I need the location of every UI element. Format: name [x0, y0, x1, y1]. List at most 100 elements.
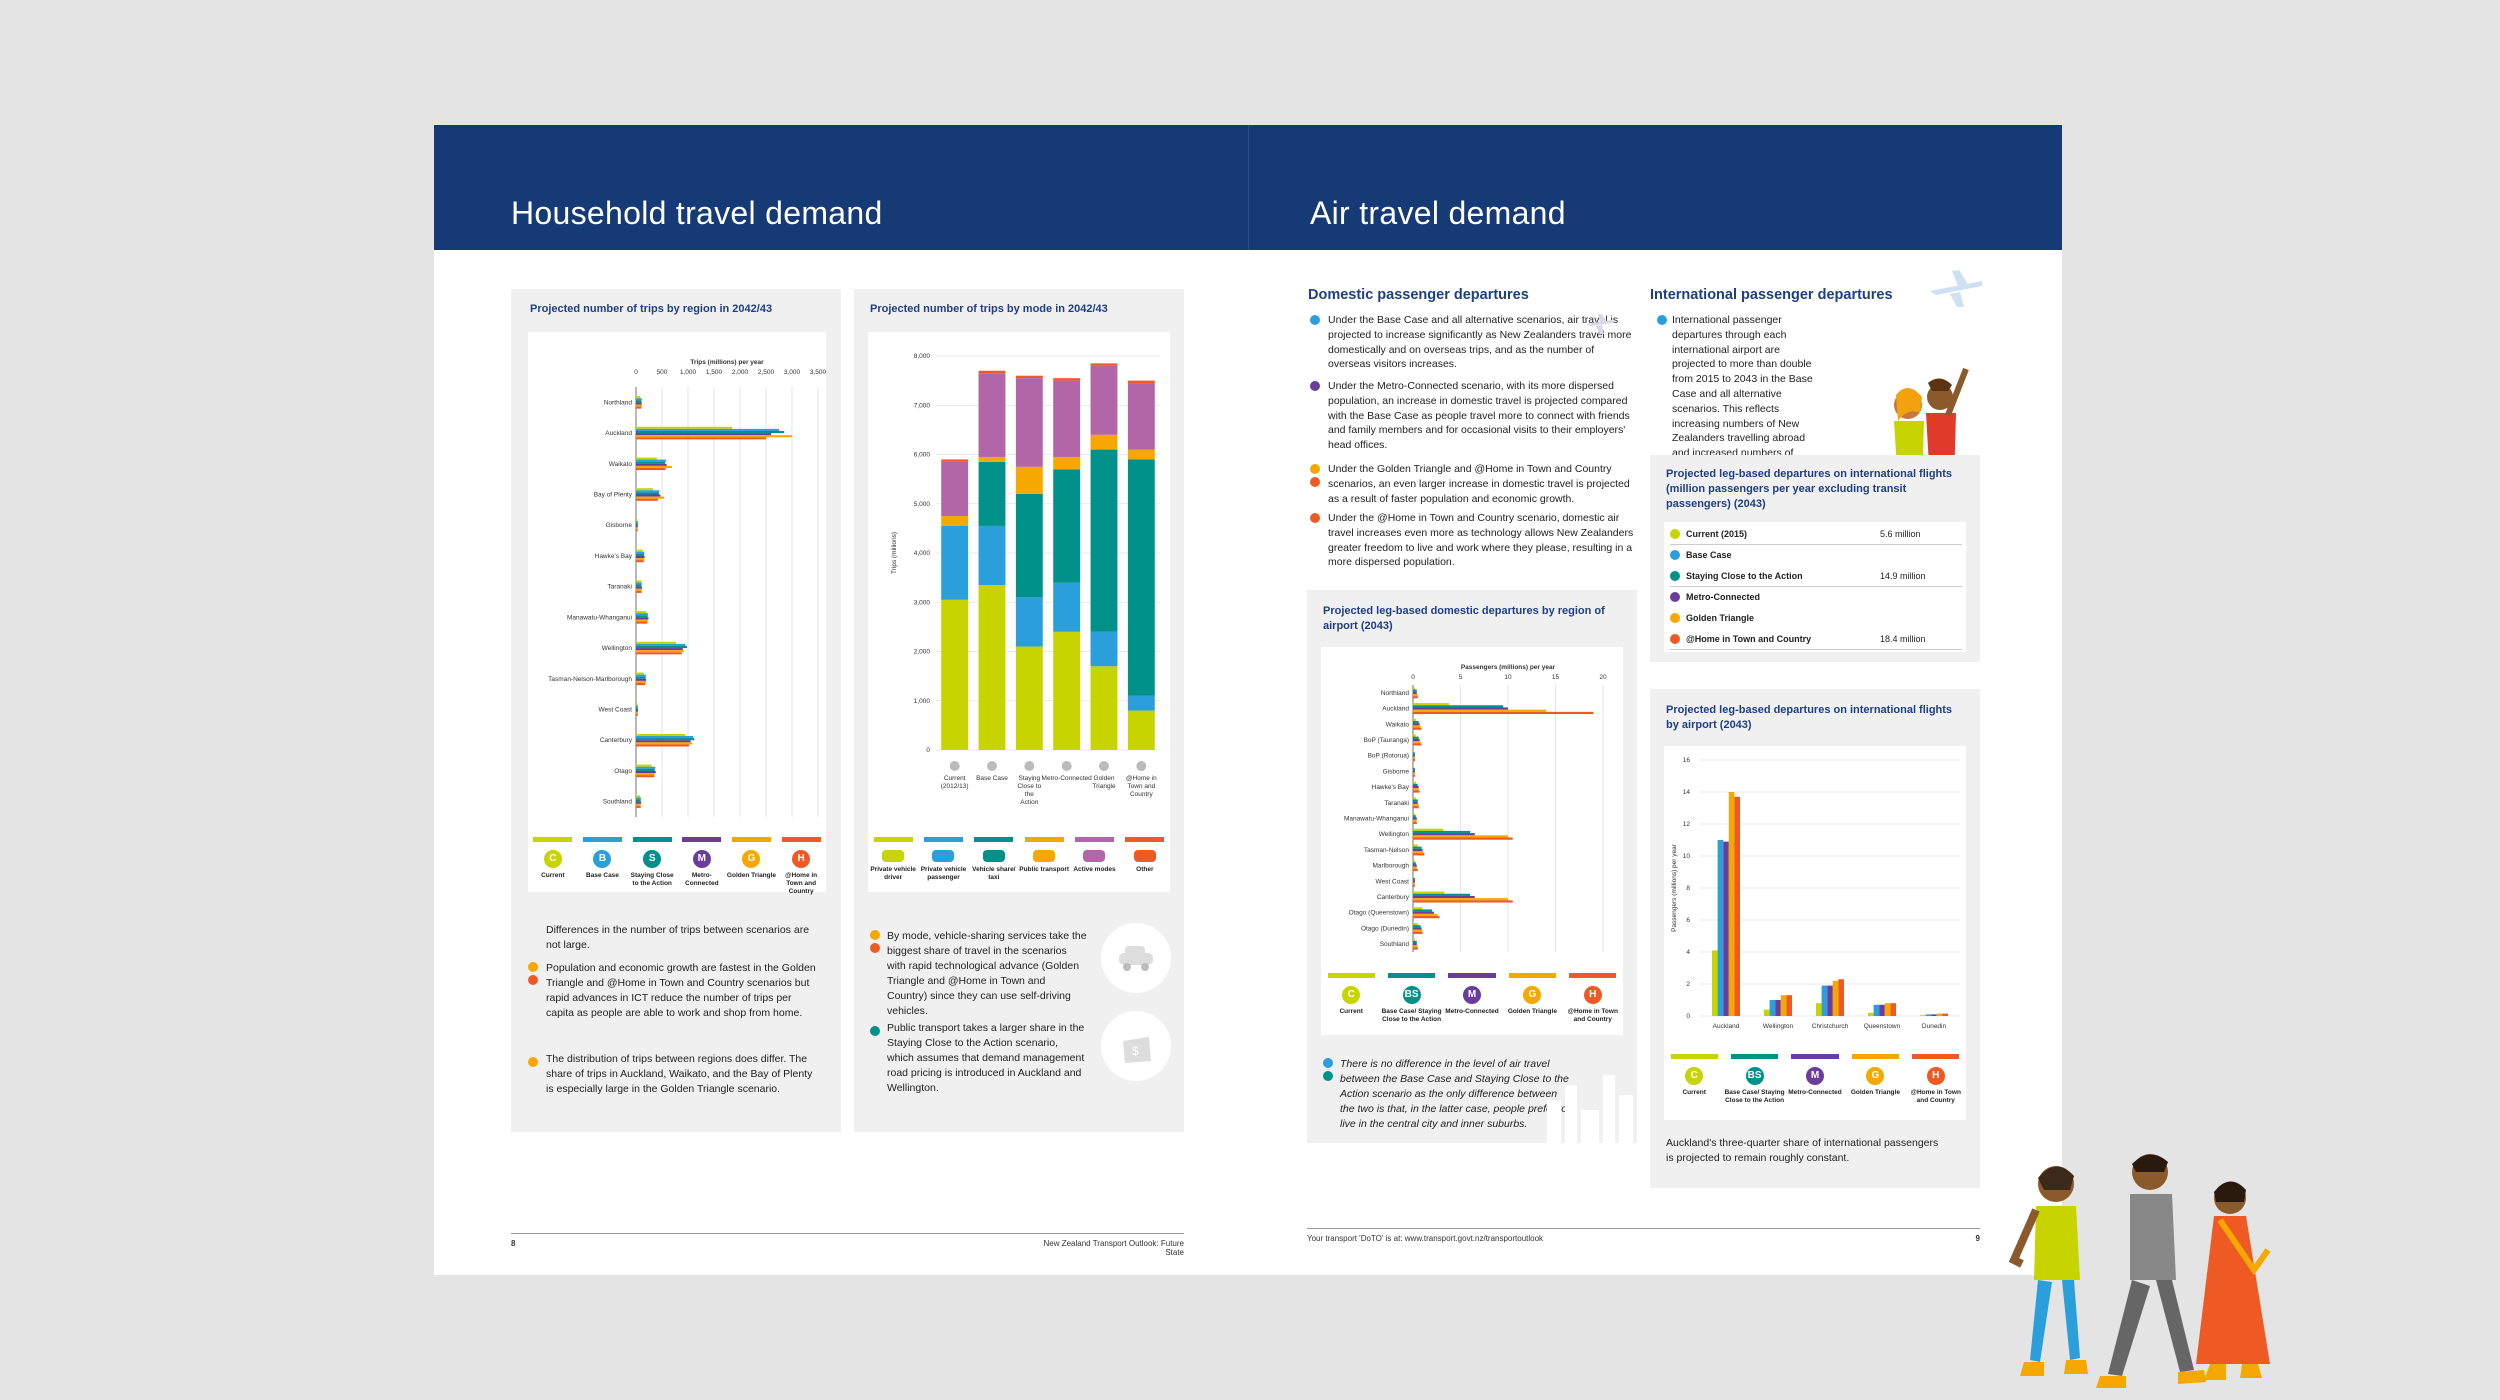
scenario-badge-icon: G	[742, 850, 761, 868]
category-label: Auckland	[1713, 1023, 1740, 1030]
mode-chart-panel: Projected number of trips by mode in 204…	[854, 289, 1184, 1132]
domestic-note: There is no difference in the level of a…	[1340, 1058, 1569, 1130]
bar	[636, 738, 695, 741]
table-label: Staying Close to the Action	[1686, 571, 1803, 581]
table-value: 5.6 million	[1880, 529, 1921, 539]
bar	[636, 433, 772, 436]
bar-segment	[941, 459, 969, 462]
bar	[1413, 711, 1594, 715]
bar	[636, 643, 686, 646]
bar	[636, 525, 638, 528]
bar	[1413, 774, 1415, 777]
bar	[636, 437, 766, 440]
plane-icon-large	[1930, 270, 1982, 307]
category-label: West Coast	[599, 707, 633, 714]
category-label: Canterbury	[600, 737, 633, 744]
y-tick-label: 0	[1686, 1013, 1690, 1020]
legend-swatch	[533, 837, 573, 842]
bar	[1413, 741, 1421, 744]
table-label: @Home in Town and Country	[1686, 634, 1812, 644]
category-label: Otago (Queenstown)	[1349, 910, 1409, 917]
y-tick-label: 10	[1683, 853, 1691, 860]
bar	[636, 615, 648, 618]
x-tick-label: 3,500	[810, 369, 826, 376]
car-icon	[1119, 946, 1153, 971]
bar	[1413, 851, 1424, 854]
category-label: Marlborough	[1373, 863, 1410, 870]
bar	[636, 492, 659, 495]
mode-chart-title: Projected number of trips by mode in 204…	[870, 303, 1108, 315]
bar	[1413, 687, 1415, 690]
bar-segment	[978, 525, 1006, 586]
scenario-dot-icon	[1670, 613, 1680, 623]
bar	[636, 465, 672, 468]
home-icon	[870, 943, 880, 953]
international-chart-title: Projected leg-based departures on intern…	[1666, 704, 1953, 731]
legend-label: Metro-Connected	[685, 872, 719, 887]
bar	[636, 648, 683, 651]
bar	[636, 742, 693, 745]
legend-item: Active modes	[1069, 837, 1119, 874]
bar	[1413, 922, 1418, 926]
y-tick-label: 6,000	[914, 452, 931, 459]
domestic-bullet: Under the @Home in Town and Country scen…	[1328, 512, 1634, 569]
mode-chart-box: 0 1,000 2,000 3,000 4,000 5,000 6,000 7,000 8,00…	[868, 332, 1170, 892]
scenario-badge-icon: G	[1523, 986, 1542, 1004]
bar	[636, 586, 642, 589]
category-label-line: Metro-Connected	[1042, 775, 1093, 782]
scenario-badge-icon: B	[593, 850, 612, 868]
plane-icon	[1586, 314, 1612, 334]
table-row: Current (2015) 5.6 million	[1670, 524, 1962, 545]
scenario-icon	[1099, 761, 1109, 771]
bar	[636, 676, 646, 679]
legend-swatch	[1388, 973, 1436, 978]
bar	[1413, 707, 1508, 710]
bar	[1413, 821, 1417, 824]
bar	[636, 527, 638, 530]
legend-item: C Current	[1321, 973, 1381, 1016]
scenario-dot-icon	[1310, 513, 1320, 523]
legend-item: G Golden Triangle	[1502, 973, 1562, 1016]
bar-segment	[978, 461, 1006, 526]
bar	[1413, 895, 1475, 899]
legend-swatch	[1791, 1054, 1839, 1059]
bar	[1764, 1009, 1770, 1016]
base-case-icon	[1323, 1058, 1333, 1068]
category-label: BoP (Rotorua)	[1368, 753, 1409, 760]
category-label: Wellington	[602, 645, 633, 652]
legend-swatch	[632, 837, 672, 842]
category-label-line: Base Case	[976, 775, 1008, 782]
bar	[636, 805, 641, 808]
scenario-badge-icon: C	[543, 850, 562, 868]
bar	[1413, 785, 1419, 789]
legend-item: C Current	[1664, 1054, 1724, 1097]
category-label: Tasman-Nelson-Marlborough	[548, 676, 632, 683]
table-label: Base Case	[1686, 550, 1732, 560]
bar-segment	[978, 585, 1006, 750]
legend-item: B Base Case	[578, 837, 628, 880]
legend-item: M Metro-Connected	[1785, 1054, 1845, 1097]
category-label-line: Town and	[1127, 783, 1155, 790]
scenario-icon	[949, 761, 960, 771]
legend-swatch	[923, 837, 964, 842]
bar	[636, 551, 645, 554]
legend-label: Private vehicle passenger	[920, 866, 967, 881]
region-text-bullet-1: Population and economic growth are faste…	[546, 962, 816, 1019]
bar	[1890, 1003, 1896, 1016]
bar-segment	[1127, 710, 1155, 750]
bar-segment	[1015, 597, 1043, 647]
bar-segment	[1015, 375, 1043, 379]
scenario-dot-icon	[1670, 571, 1680, 581]
region-chart-panel: Projected number of trips by region in 2…	[511, 289, 841, 1132]
bar	[1936, 1013, 1943, 1016]
x-tick-label: 5	[1459, 674, 1463, 681]
bar	[1413, 819, 1417, 822]
category-label: Current (2012/13)	[941, 775, 969, 790]
golden-triangle-icon	[528, 1057, 538, 1067]
legend-label: Current	[1339, 1008, 1363, 1015]
x-tick-label: 0	[634, 369, 638, 376]
bar	[636, 588, 642, 591]
legend-item: BS Base Case/ Staying Close to the Action	[1381, 973, 1442, 1024]
bar-segment	[1127, 459, 1155, 696]
bar	[636, 797, 641, 800]
